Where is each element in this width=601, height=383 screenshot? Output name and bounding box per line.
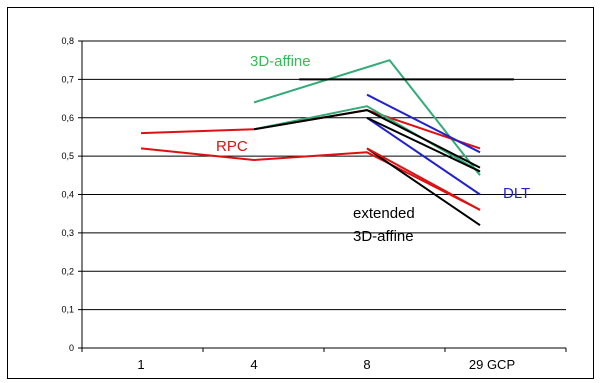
y-tick-label: 0,3 (61, 228, 74, 238)
annotation-label: 3D-affine (353, 228, 414, 245)
x-tick-label: 4 (250, 357, 257, 372)
x-tick-label: 8 (363, 357, 370, 372)
series-line (366, 147, 481, 227)
series-line (366, 116, 481, 196)
series-line (366, 93, 481, 154)
series-line (253, 105, 481, 173)
x-tick-label: 1 (137, 357, 144, 372)
series-line (366, 116, 481, 173)
y-tick-label: 0,6 (61, 113, 74, 123)
line-chart: 0 0,1 0,2 0,3 0,4 0,5 0,6 0,7 0,8 1 4 8 29 GCP 3D-af… (61, 36, 567, 372)
y-tick-label: 0,2 (61, 266, 74, 276)
y-tick-label: 0,4 (61, 190, 74, 200)
series-line (366, 147, 481, 211)
annotation-label: RPC (216, 138, 248, 155)
y-tick-label: 0,5 (61, 151, 74, 161)
series-line (253, 109, 481, 169)
x-tick-label: 29 GCP (469, 357, 515, 372)
series-line (140, 147, 481, 211)
y-tick-label: 0 (69, 343, 74, 353)
chart-frame: 0 0,1 0,2 0,3 0,4 0,5 0,6 0,7 0,8 1 4 8 29 GCP 3D-af… (7, 7, 594, 379)
y-tick-label: 0,1 (61, 305, 74, 315)
annotation-label: 3D-affine (250, 53, 311, 70)
annotation-label: DLT (503, 185, 530, 202)
y-tick-label: 0,7 (61, 74, 74, 84)
annotation-label: extended (353, 205, 415, 222)
y-tick-label: 0,8 (61, 36, 74, 46)
